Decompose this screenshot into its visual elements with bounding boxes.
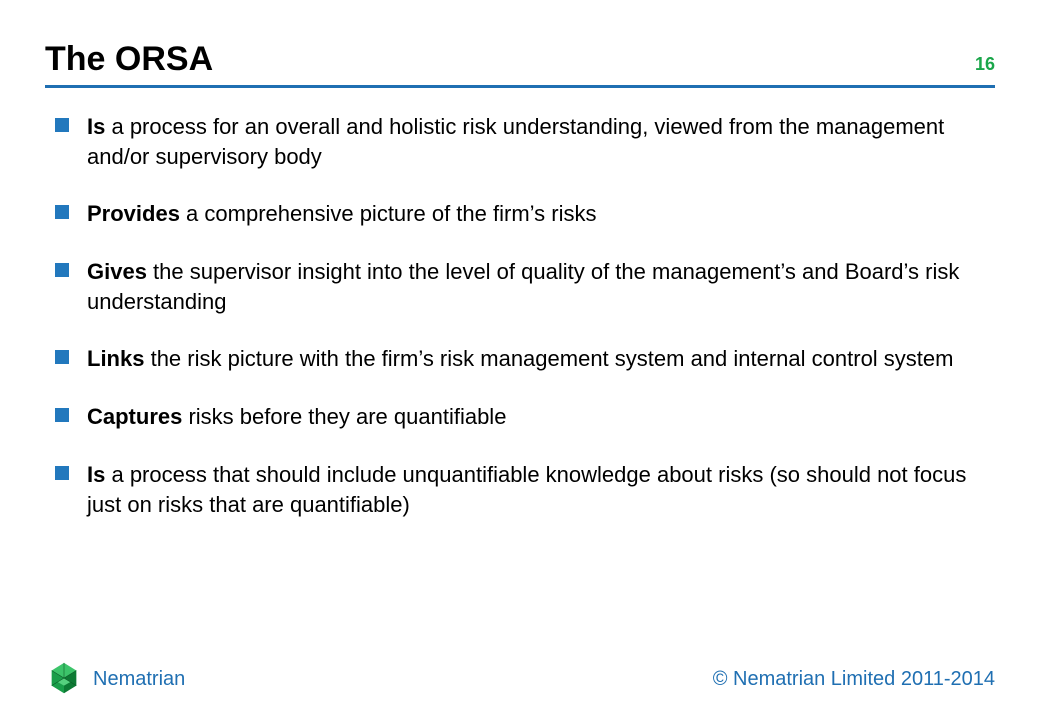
bullet-rest: risks before they are quantifiable xyxy=(182,404,506,429)
bullet-item: Links the risk picture with the firm’s r… xyxy=(55,344,995,374)
bullet-rest: the risk picture with the firm’s risk ma… xyxy=(144,346,953,371)
page-number: 16 xyxy=(975,54,995,79)
bullet-rest: a comprehensive picture of the firm’s ri… xyxy=(180,201,597,226)
bullet-lead: Links xyxy=(87,346,144,371)
bullet-text: Is a process that should include unquant… xyxy=(87,460,995,519)
bullet-text: Gives the supervisor insight into the le… xyxy=(87,257,995,316)
bullet-item: Is a process for an overall and holistic… xyxy=(55,112,995,171)
brand-name: Nematrian xyxy=(93,668,185,691)
bullet-item: Is a process that should include unquant… xyxy=(55,460,995,519)
footer-left: Nematrian xyxy=(45,660,185,698)
bullet-square-icon xyxy=(55,118,69,132)
bullet-rest: a process for an overall and holistic ri… xyxy=(87,114,944,169)
bullet-lead: Is xyxy=(87,114,105,139)
bullet-text: Links the risk picture with the firm’s r… xyxy=(87,344,953,374)
bullet-item: Provides a comprehensive picture of the … xyxy=(55,199,995,229)
bullet-rest: the supervisor insight into the level of… xyxy=(87,259,959,314)
bullet-item: Gives the supervisor insight into the le… xyxy=(55,257,995,316)
bullet-square-icon xyxy=(55,205,69,219)
bullet-square-icon xyxy=(55,466,69,480)
bullet-square-icon xyxy=(55,350,69,364)
bullet-square-icon xyxy=(55,263,69,277)
bullet-text: Is a process for an overall and holistic… xyxy=(87,112,995,171)
bullet-rest: a process that should include unquantifi… xyxy=(87,462,966,517)
copyright-text: © Nematrian Limited 2011-2014 xyxy=(713,668,995,691)
slide-title: The ORSA xyxy=(45,40,213,79)
bullet-text: Captures risks before they are quantifia… xyxy=(87,402,506,432)
bullet-square-icon xyxy=(55,408,69,422)
bullet-text: Provides a comprehensive picture of the … xyxy=(87,199,596,229)
slide-footer: Nematrian © Nematrian Limited 2011-2014 xyxy=(45,660,995,698)
bullet-lead: Provides xyxy=(87,201,180,226)
slide-body: Is a process for an overall and holistic… xyxy=(45,112,995,519)
slide: The ORSA 16 Is a process for an overall … xyxy=(0,0,1040,720)
bullet-lead: Gives xyxy=(87,259,147,284)
bullet-lead: Captures xyxy=(87,404,182,429)
bullet-item: Captures risks before they are quantifia… xyxy=(55,402,995,432)
slide-header: The ORSA 16 xyxy=(45,40,995,88)
bullet-lead: Is xyxy=(87,462,105,487)
nematrian-logo-icon xyxy=(45,660,83,698)
